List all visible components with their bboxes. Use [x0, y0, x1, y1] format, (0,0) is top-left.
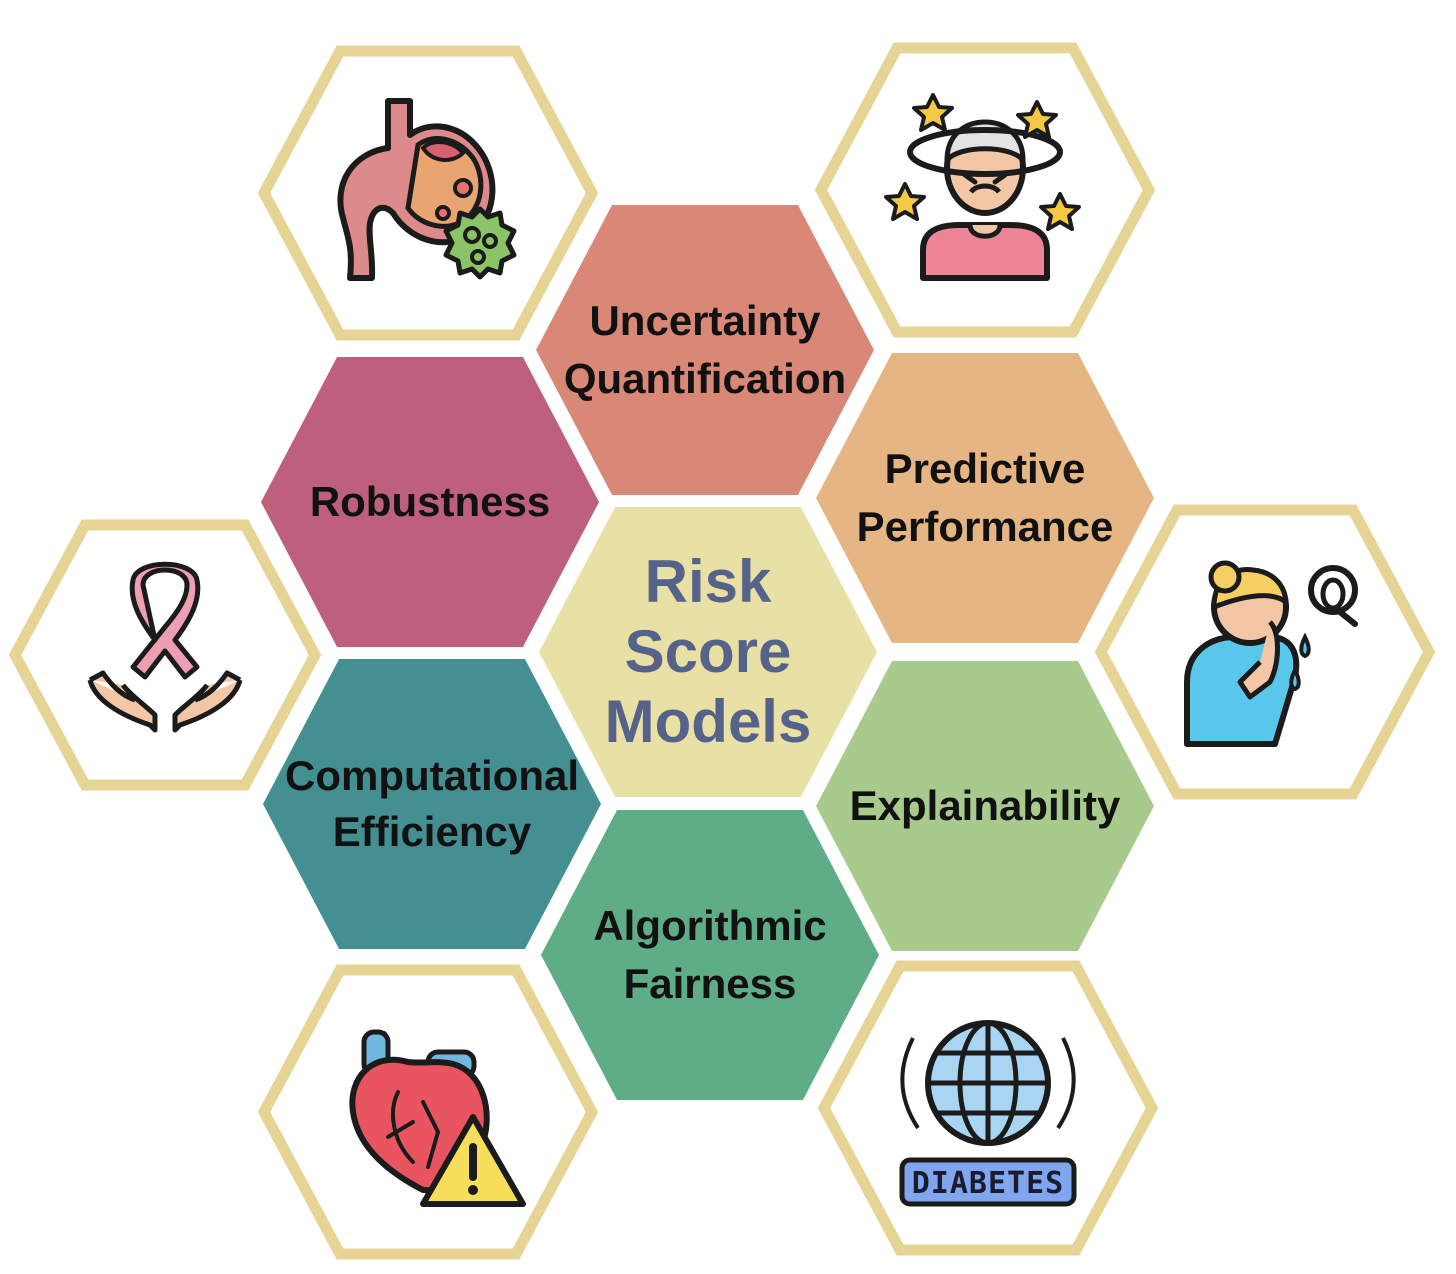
diabetes-badge-text: DIABETES — [912, 1166, 1065, 1201]
icon-hex-diabetes: DIABETES — [817, 960, 1159, 1256]
hex-predictive-shape — [816, 353, 1154, 643]
hex-uncertainty-label-line: Uncertainty — [589, 297, 821, 344]
stomach-virus-icon — [337, 98, 517, 281]
hex-fairness-label-line: Fairness — [624, 960, 797, 1007]
icon-hex-stomach — [257, 45, 599, 341]
hex-predictive-label-line: Performance — [857, 503, 1114, 550]
hex-fairness: Algorithmic Fairness — [541, 810, 879, 1100]
dizzy-person-icon — [884, 93, 1081, 281]
icon-hex-heart — [257, 964, 599, 1260]
hex-uncertainty-label-line: Quantification — [564, 355, 846, 402]
hex-robustness: Robustness — [261, 357, 599, 647]
hex-fairness-shape — [541, 810, 879, 1100]
hex-uncertainty-shape — [536, 205, 874, 495]
hex-explainability-shape — [816, 661, 1154, 951]
property-hexes: Uncertainty Quantification Robustness Predi… — [261, 205, 1154, 1100]
hex-predictive: Predictive Performance — [816, 353, 1154, 643]
hex-explainability: Explainability — [816, 661, 1154, 951]
hex-robustness-label-line: Robustness — [310, 478, 550, 525]
hex-robustness-shape — [261, 357, 599, 647]
hex-predictive-label-line: Predictive — [885, 445, 1086, 492]
hex-computational-label-line: Efficiency — [333, 808, 532, 855]
hex-fairness-label-line: Algorithmic — [593, 902, 826, 949]
icon-hex-sad — [1094, 504, 1436, 800]
icon-hex-ribbon — [8, 519, 322, 791]
center-title-line: Risk — [645, 548, 772, 615]
icon-hex-dizzy — [814, 42, 1156, 338]
hex-center-shape — [539, 507, 877, 797]
heart-warning-icon — [349, 1029, 526, 1207]
hex-uncertainty: Uncertainty Quantification — [536, 205, 874, 495]
diabetes-globe-icon: DIABETES — [899, 1020, 1077, 1207]
cancer-ribbon-hands-icon — [87, 561, 243, 733]
center-title-line: Models — [605, 688, 812, 755]
center-title-line: Score — [625, 618, 792, 685]
hex-computational-shape — [263, 659, 601, 949]
hex-explainability-label-line: Explainability — [850, 782, 1121, 829]
hex-computational-label-line: Computational — [285, 752, 579, 799]
crying-person-icon — [1184, 560, 1358, 747]
hex-computational: Computational Efficiency — [263, 659, 601, 949]
